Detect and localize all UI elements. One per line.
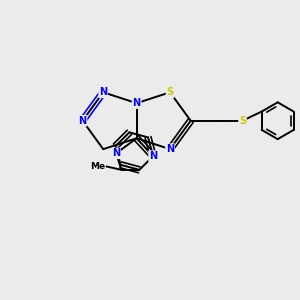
Text: N: N	[133, 98, 141, 108]
Text: N: N	[99, 87, 107, 97]
Text: N: N	[149, 151, 157, 161]
Text: S: S	[167, 87, 174, 97]
Text: N: N	[166, 144, 174, 154]
Text: Me: Me	[90, 162, 105, 171]
Text: N: N	[112, 148, 120, 158]
Text: S: S	[239, 116, 246, 126]
Text: N: N	[79, 116, 87, 126]
